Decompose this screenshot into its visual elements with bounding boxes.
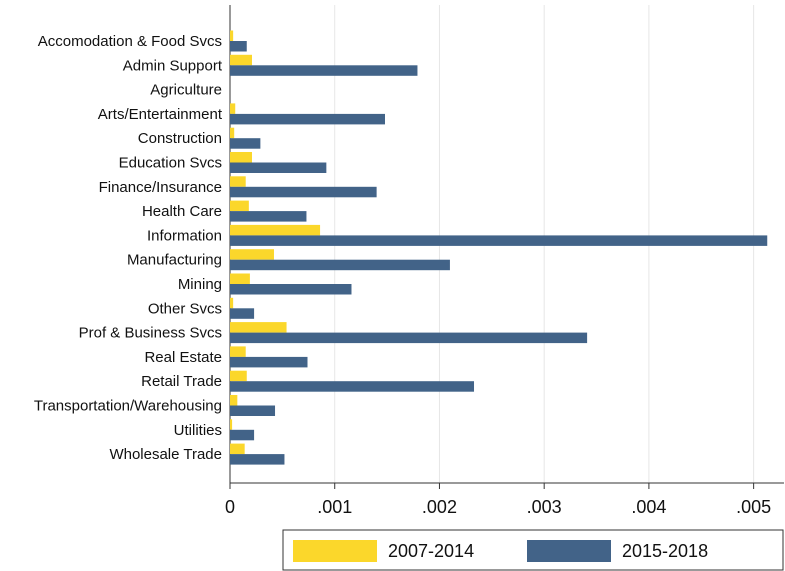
bar [230, 200, 249, 212]
bar [230, 370, 247, 382]
bar [230, 332, 588, 344]
bar [230, 429, 255, 441]
bar [230, 211, 307, 222]
category-label: Real Estate [144, 349, 222, 366]
legend-swatch [293, 540, 377, 562]
bar [230, 297, 234, 309]
bar [230, 419, 233, 430]
bar [230, 41, 247, 52]
category-label: Health Care [142, 203, 222, 220]
bar [230, 186, 377, 198]
category-label: Retail Trade [141, 373, 222, 390]
category-label: Admin Support [123, 57, 223, 74]
bar [230, 152, 252, 163]
category-label: Education Svcs [119, 154, 222, 171]
category-label: Agriculture [150, 82, 222, 99]
category-label: Other Svcs [148, 300, 222, 317]
category-label: Utilities [174, 422, 222, 439]
bar [230, 395, 238, 406]
x-tick-label: 0 [225, 497, 235, 517]
x-tick-label: .003 [527, 497, 562, 517]
legend-label: 2007-2014 [388, 541, 474, 561]
bar [230, 65, 418, 76]
category-label: Construction [138, 130, 222, 147]
bar [230, 356, 308, 368]
bar [230, 381, 475, 392]
bar [230, 322, 287, 333]
bar [230, 162, 327, 173]
category-label: Information [147, 227, 222, 244]
bar [230, 235, 768, 246]
bar [230, 405, 276, 416]
x-tick-label: .004 [631, 497, 666, 517]
bar [230, 113, 385, 125]
bar [230, 138, 261, 149]
bar [230, 284, 352, 295]
bar [230, 224, 321, 236]
category-label: Wholesale Trade [109, 446, 222, 463]
bar [230, 346, 246, 357]
bar [230, 249, 274, 260]
legend-label: 2015-2018 [622, 541, 708, 561]
legend-swatch [527, 540, 611, 562]
bar [230, 308, 255, 319]
category-label: Arts/Entertainment [98, 106, 223, 123]
category-label: Transportation/Warehousing [34, 397, 222, 414]
bar [230, 273, 250, 284]
bar [230, 103, 236, 114]
category-label: Accomodation & Food Svcs [38, 33, 222, 50]
category-label: Finance/Insurance [99, 179, 222, 196]
category-label: Mining [178, 276, 222, 293]
bar [230, 176, 246, 187]
bar [230, 30, 234, 41]
x-tick-label: .005 [736, 497, 771, 517]
x-tick-label: .002 [422, 497, 457, 517]
bar [230, 127, 235, 139]
bar [230, 443, 245, 455]
x-tick-label: .001 [317, 497, 352, 517]
category-label: Prof & Business Svcs [79, 325, 222, 342]
category-label: Manufacturing [127, 252, 222, 269]
bar [230, 54, 252, 66]
bar [230, 454, 285, 465]
bar [230, 259, 450, 271]
